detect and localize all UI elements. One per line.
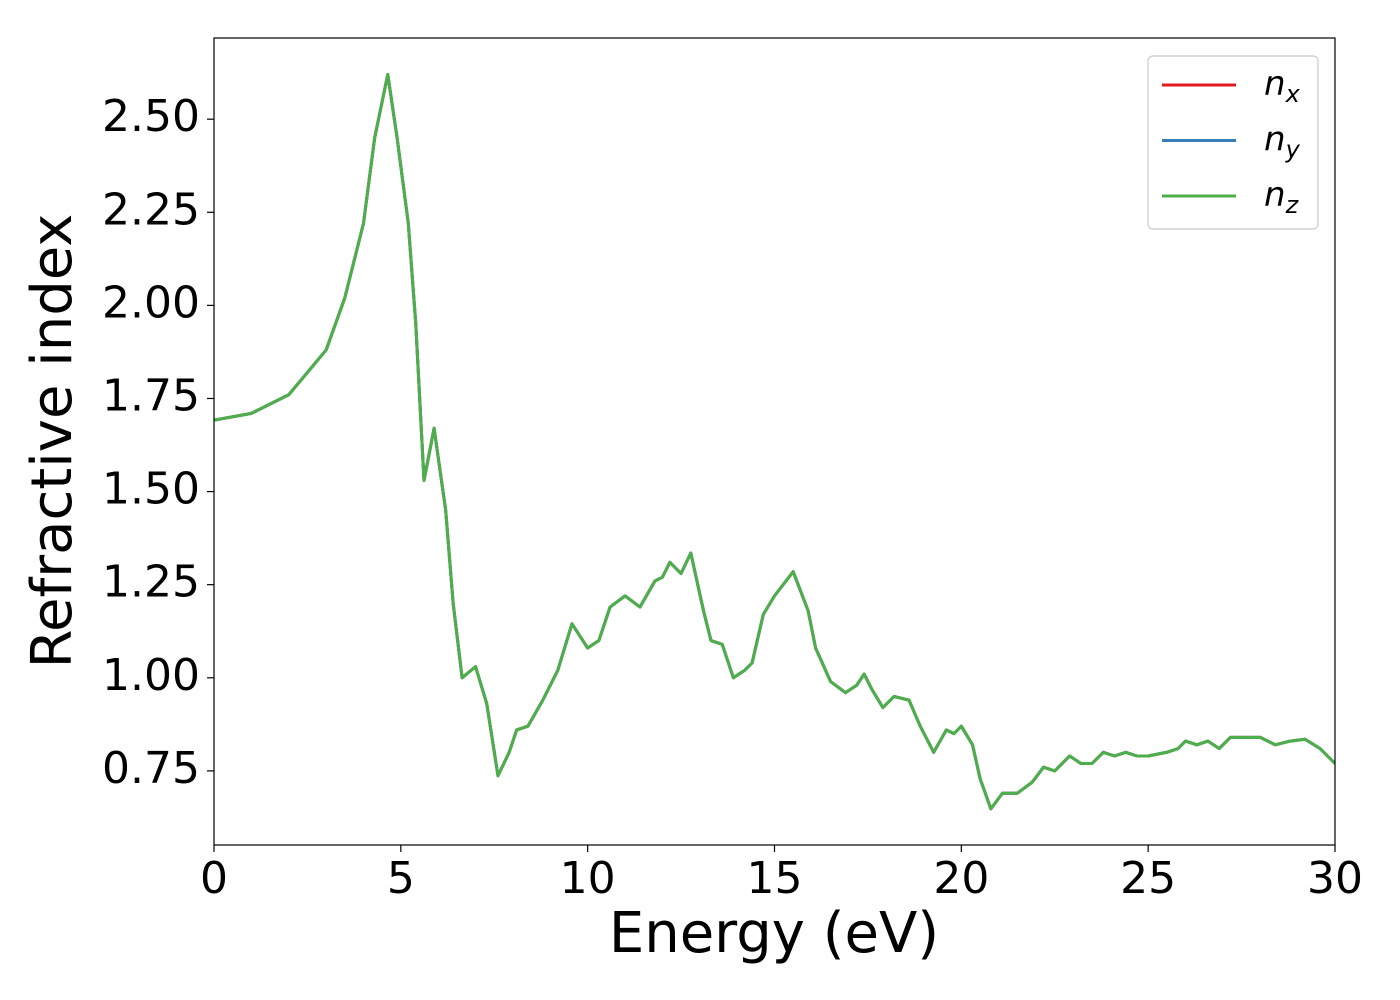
legend-box: [1147, 55, 1319, 230]
y-tick-label: 1.50: [102, 464, 200, 515]
x-axis-label: Energy (eV): [609, 901, 939, 966]
x-tick-label: 10: [560, 853, 616, 904]
series-line: [214, 72, 1335, 811]
legend-label: nz: [1264, 175, 1300, 220]
x-tick-label: 20: [933, 853, 989, 904]
y-axis-label: Refractive index: [20, 214, 85, 669]
x-tick-label: 15: [747, 853, 803, 904]
legend-label: ny: [1264, 119, 1301, 164]
x-tick-label: 25: [1120, 853, 1176, 904]
y-tick-label: 2.00: [102, 277, 200, 328]
y-tick-label: 2.25: [102, 184, 200, 235]
x-tick-label: 30: [1307, 853, 1363, 904]
y-tick-label: 1.75: [102, 370, 200, 421]
legend-label: nx: [1264, 64, 1301, 109]
x-tick-label: 5: [387, 853, 415, 904]
y-tick-label: 1.00: [102, 650, 200, 701]
plot-frame: [213, 37, 1336, 846]
y-tick-label: 2.50: [102, 91, 200, 142]
y-tick-label: 1.25: [102, 557, 200, 608]
y-tick-label: 0.75: [102, 743, 200, 794]
x-tick-label: 0: [200, 853, 228, 904]
